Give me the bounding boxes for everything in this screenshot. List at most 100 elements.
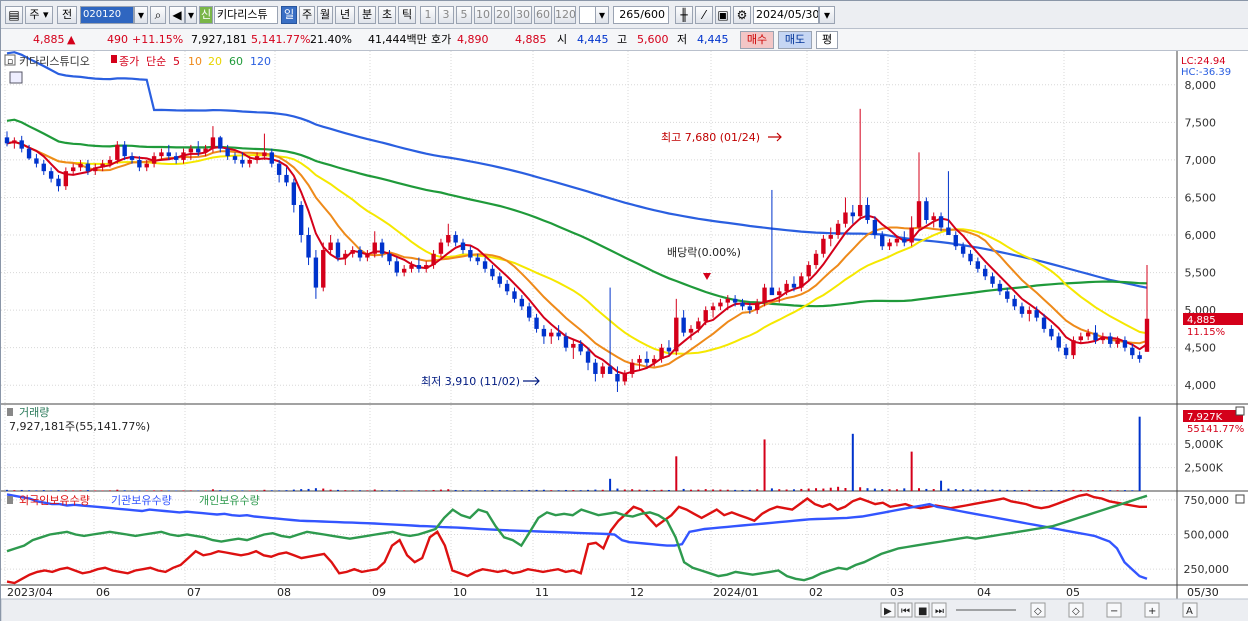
date-dropdown-icon[interactable]: ▾	[819, 6, 835, 24]
volume-bar	[116, 489, 119, 491]
settings-icon[interactable]	[1068, 602, 1084, 618]
price-tick-label: 6,500	[1185, 191, 1217, 204]
interval-1-button[interactable]: 1	[420, 6, 436, 24]
ma5-line	[6, 140, 1148, 376]
legend-toggle-icon[interactable]	[4, 54, 16, 66]
volume-bar	[888, 489, 891, 491]
candle-body	[284, 174, 289, 183]
rewind-icon[interactable]	[897, 602, 913, 618]
prev-button[interactable]: 전	[57, 6, 77, 24]
trade-amount: 41,444백만	[368, 33, 427, 46]
volume-bar	[138, 490, 141, 491]
period-year-tab[interactable]: 년	[335, 6, 355, 24]
candle-body	[1108, 336, 1113, 344]
speaker-icon[interactable]: ◀	[169, 6, 185, 24]
sell-button[interactable]: 매도	[778, 31, 812, 49]
volume-bar	[947, 488, 950, 491]
interval-10-button[interactable]: 10	[474, 6, 492, 24]
font-icon[interactable]	[1182, 602, 1198, 618]
period-day-tab[interactable]: 일	[281, 6, 297, 24]
stock-chart[interactable]: 4,0004,5005,0005,5006,0006,5007,0007,500…	[1, 51, 1248, 621]
volume-bar	[623, 489, 626, 491]
candle-body	[769, 287, 775, 296]
volume-bar	[1065, 490, 1068, 491]
zoom-out-icon[interactable]	[1106, 602, 1122, 618]
low-annotation: 최저 3,910 (11/02)	[421, 375, 520, 388]
candle-body	[19, 140, 24, 149]
candle-body	[365, 253, 370, 258]
interval-5-button[interactable]: 5	[456, 6, 472, 24]
period-week-tab[interactable]: 주	[299, 6, 315, 24]
interval-60-button[interactable]: 60	[534, 6, 552, 24]
scroll-left-icon-glyph: ▶	[884, 606, 892, 617]
save-icon[interactable]: ▣	[715, 6, 731, 24]
stock-name-field[interactable]: 키다리스튜	[214, 6, 278, 24]
holding-close-icon[interactable]	[1235, 494, 1245, 504]
candle-body	[262, 152, 267, 157]
interval-30-button[interactable]: 30	[514, 6, 532, 24]
holding-pane	[6, 493, 1148, 585]
zoom-in-icon[interactable]	[1144, 602, 1160, 618]
screenshot-icon[interactable]	[1030, 602, 1046, 618]
chart-type-icon[interactable]: ╫	[675, 6, 693, 24]
count-input[interactable]: 265/600	[613, 6, 669, 24]
volume-bar	[42, 490, 45, 491]
volume-bar	[226, 490, 229, 491]
candle-body	[247, 159, 252, 164]
buy-button[interactable]: 매수	[740, 31, 774, 49]
candle-body	[107, 159, 113, 164]
volume-bar	[918, 488, 920, 491]
candle-body	[784, 283, 789, 292]
candle-body	[975, 261, 981, 269]
candle-body	[151, 156, 157, 164]
volume-bar	[256, 490, 259, 491]
eval-button[interactable]: 평	[816, 31, 838, 49]
custom-interval-dropdown-icon[interactable]: ▾	[595, 6, 609, 24]
period-month-tab[interactable]: 월	[317, 6, 333, 24]
period-minute-tab[interactable]: 분	[358, 6, 376, 24]
candle-body	[762, 287, 767, 303]
settings-icon[interactable]: ⚙	[733, 6, 751, 24]
search-icon[interactable]: ⌕	[150, 6, 166, 24]
candle-body	[100, 163, 105, 168]
volume-bar	[1072, 489, 1075, 491]
settings-icon-glyph: ◇	[1072, 606, 1080, 617]
volume-bar	[1043, 490, 1046, 491]
scroll-left-icon[interactable]	[880, 602, 896, 618]
date-input[interactable]: 2024/05/30	[753, 6, 819, 24]
candle-body	[512, 291, 517, 299]
legend-toggle-glyph: ▫	[7, 57, 13, 67]
candle-body	[549, 332, 554, 337]
dividend-annotation: 배당락(0.00%)	[667, 246, 741, 259]
stock-code-input[interactable]: 020120	[80, 6, 134, 24]
candle-body	[328, 242, 333, 251]
window-menu-icon[interactable]: ▤	[5, 6, 23, 24]
code-dropdown-icon[interactable]: ▾	[134, 6, 148, 24]
interval-3-button[interactable]: 3	[438, 6, 454, 24]
candle-body	[1071, 340, 1076, 356]
stop-icon[interactable]	[914, 602, 930, 618]
candle-body	[1027, 310, 1032, 314]
indicator-icon[interactable]: ⁄	[695, 6, 713, 24]
candle-body	[791, 283, 797, 288]
candle-body	[556, 332, 561, 337]
volume-bar	[263, 489, 266, 491]
volume-bar	[1057, 490, 1060, 491]
interval-20-button[interactable]: 20	[494, 6, 512, 24]
volume-close-icon[interactable]	[1235, 406, 1245, 416]
calculator-icon[interactable]	[9, 71, 23, 84]
volume-bar	[1079, 489, 1082, 491]
speaker-dropdown-icon[interactable]: ▾	[185, 6, 197, 24]
legend-institution: 기관보유수량	[111, 494, 172, 507]
volume-bar	[175, 490, 178, 492]
candle-body	[865, 204, 870, 220]
period-tick-tab[interactable]: 틱	[398, 6, 416, 24]
period-second-tab[interactable]: 초	[378, 6, 396, 24]
volume-bar	[800, 488, 803, 491]
legend-ma20: 20	[208, 55, 222, 68]
interval-120-button[interactable]: 120	[554, 6, 576, 24]
type-select[interactable]: 주 ▾	[25, 6, 53, 24]
candle-body	[122, 144, 127, 157]
candle-body	[1012, 298, 1017, 307]
forward-icon[interactable]	[931, 602, 947, 618]
